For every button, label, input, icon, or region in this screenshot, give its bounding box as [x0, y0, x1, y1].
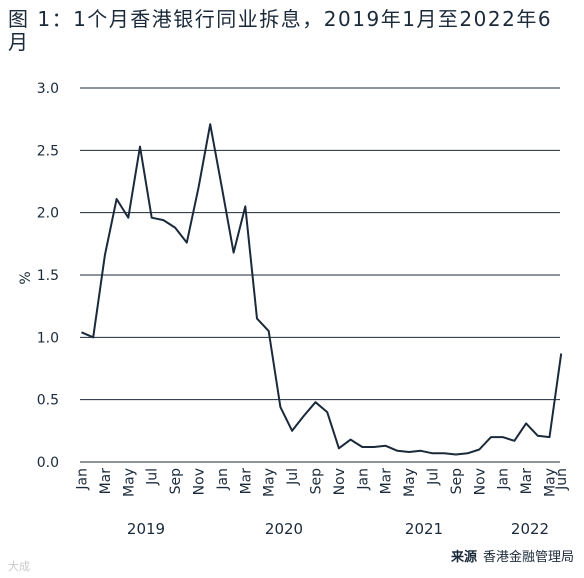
source-label: 来源 [450, 550, 477, 565]
x-tick-label: Jan [75, 468, 91, 491]
year-label: 2020 [265, 520, 303, 538]
y-tick-label: 3.0 [37, 81, 59, 97]
x-tick-label: Mar [238, 468, 254, 495]
series-line [81, 123, 563, 456]
x-tick-label: Jan [355, 468, 371, 491]
year-label: 2019 [127, 520, 165, 538]
y-tick-label: 0.0 [37, 455, 59, 471]
source-note: 来源 香港金融管理局 [451, 546, 574, 565]
x-tick-label: Mar [519, 468, 535, 495]
y-tick-label: 0.5 [37, 393, 59, 409]
year-label: 2022 [511, 520, 549, 538]
y-tick-label: 1.5 [37, 268, 59, 284]
y-axis-label: % [18, 271, 34, 284]
x-tick-label: Jan [215, 468, 231, 491]
x-tick-label: Jan [496, 468, 512, 491]
watermark: 大成 [8, 560, 30, 573]
x-tick-label: Sep [449, 468, 465, 495]
x-tick-label: May [543, 468, 559, 497]
y-tick-label: 2.5 [37, 143, 59, 159]
chart-title: 图 1：1个月香港银行同业拆息，2019年1月至2022年6月 [8, 7, 553, 54]
x-tick-label: Nov [192, 468, 208, 495]
x-tick-label: May [402, 468, 418, 497]
y-tick-label: 2.0 [37, 206, 59, 222]
x-tick-label: May [121, 468, 137, 497]
x-tick-label: Mar [98, 468, 114, 495]
x-tick-label: Jul [426, 468, 442, 486]
source-text: 香港金融管理局 [482, 550, 574, 565]
year-label: 2021 [405, 520, 443, 538]
x-tick-label: Jun [554, 468, 570, 491]
x-tick-label: Nov [332, 468, 348, 495]
x-tick-label: Sep [309, 468, 325, 495]
y-tick-label: 1.0 [37, 330, 59, 346]
x-tick-label: Jul [285, 468, 301, 486]
x-tick-label: Jul [145, 468, 161, 486]
x-tick-label: Sep [168, 468, 184, 495]
x-tick-label: May [262, 468, 278, 497]
x-tick-label: Nov [472, 468, 488, 495]
x-tick-label: Mar [379, 468, 395, 495]
